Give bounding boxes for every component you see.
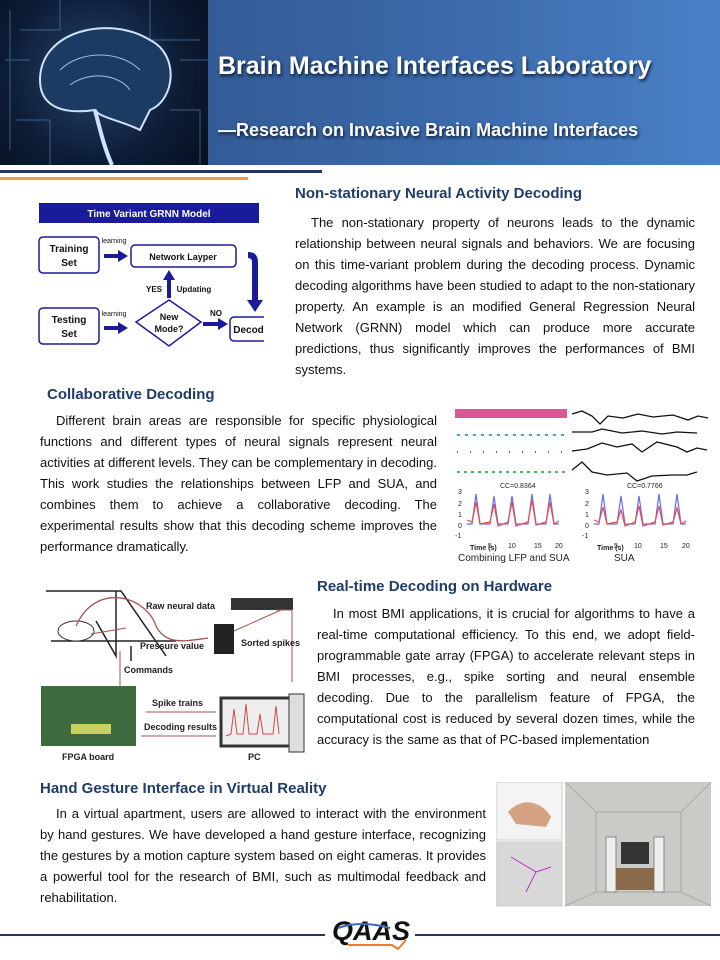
x-tick: 5 — [614, 543, 618, 550]
section-heading-nonstationary: Non-stationary Neural Activity Decoding — [295, 185, 582, 202]
learning-label: learning — [102, 311, 127, 318]
new-label: New — [160, 312, 180, 322]
section-text-hardware: In most BMI applications, it is crucial … — [317, 606, 695, 747]
training-set-label: Set — [61, 258, 77, 269]
diagram-title: Time Variant GRNN Model — [87, 209, 210, 220]
brain-circuit-image — [0, 0, 208, 166]
cc-label-sua: CC=0.7766 — [627, 483, 663, 490]
testing-set-label: Set — [61, 329, 77, 340]
y-tick: -1 — [582, 533, 588, 540]
y-tick: 1 — [458, 512, 462, 519]
x-tick: 10 — [508, 543, 516, 550]
no-label: NO — [210, 309, 222, 318]
section-heading-hardware: Real-time Decoding on Hardware — [317, 578, 553, 595]
section-text-collaborative: Different brain areas are responsible fo… — [40, 413, 437, 554]
pc-label: PC — [248, 752, 261, 762]
vr-images — [496, 782, 712, 907]
y-tick: 1 — [585, 512, 589, 519]
qaas-logo: QAAS — [332, 916, 410, 950]
y-tick: -1 — [455, 533, 461, 540]
caption-sua: SUA — [614, 553, 635, 564]
testing-label: Testing — [52, 315, 87, 326]
page-subtitle: —Research on Invasive Brain Machine Inte… — [218, 120, 639, 140]
decoding-results-label: Decoding results — [144, 722, 217, 732]
footer-divider-right — [415, 934, 720, 936]
divider-orange — [0, 177, 248, 180]
raw-data-label: Raw neural data — [146, 601, 216, 611]
fpga-board-label: FPGA board — [62, 752, 114, 762]
caption-combined: Combining LFP and SUA — [458, 553, 570, 564]
y-tick: 2 — [458, 501, 462, 508]
y-tick: 0 — [458, 523, 462, 530]
grnn-diagram: Time Variant GRNN Model Training Set Test… — [38, 203, 264, 347]
pressure-label: Pressure value — [140, 641, 204, 651]
section-heading-vr: Hand Gesture Interface in Virtual Realit… — [40, 780, 327, 797]
learning-label: learning — [102, 238, 127, 245]
footer-divider-left — [0, 934, 325, 936]
sorted-spikes-label: Sorted spikes — [241, 638, 300, 648]
section-text-nonstationary: The non-stationary property of neurons l… — [295, 215, 695, 377]
y-tick: 3 — [458, 489, 462, 496]
page-title: Brain Machine Interfaces Laboratory — [218, 52, 652, 80]
mode-label: Mode? — [155, 324, 184, 334]
decoding-label: Decoding — [233, 325, 264, 336]
cc-label-combined: CC=0.8364 — [500, 483, 536, 490]
y-tick: 3 — [585, 489, 589, 496]
section-heading-collaborative: Collaborative Decoding — [47, 386, 215, 403]
x-tick: 20 — [682, 543, 690, 550]
updating-label: Updating — [177, 285, 212, 294]
x-tick: 20 — [555, 543, 563, 550]
spike-trains-label: Spike trains — [152, 698, 203, 708]
x-tick: 10 — [634, 543, 642, 550]
commands-label: Commands — [124, 665, 173, 675]
divider-navy — [0, 170, 322, 173]
brain-icon — [5, 0, 208, 166]
x-axis-label-combined: Time (s) — [470, 545, 497, 552]
x-axis-label-sua: Time (s) — [597, 545, 624, 552]
svg-text:QAAS: QAAS — [332, 916, 410, 946]
x-tick: 15 — [660, 543, 668, 550]
x-tick: 15 — [534, 543, 542, 550]
x-tick: 5 — [488, 543, 492, 550]
section-text-vr: In a virtual apartment, users are allowe… — [40, 806, 486, 905]
y-tick: 2 — [585, 501, 589, 508]
yes-label: YES — [146, 285, 163, 294]
training-label: Training — [50, 244, 89, 255]
y-tick: 0 — [585, 523, 589, 530]
network-layer-label: Network Layper — [149, 252, 217, 262]
hardware-diagram: Raw neural data Pressure value Sorted sp… — [41, 590, 305, 762]
